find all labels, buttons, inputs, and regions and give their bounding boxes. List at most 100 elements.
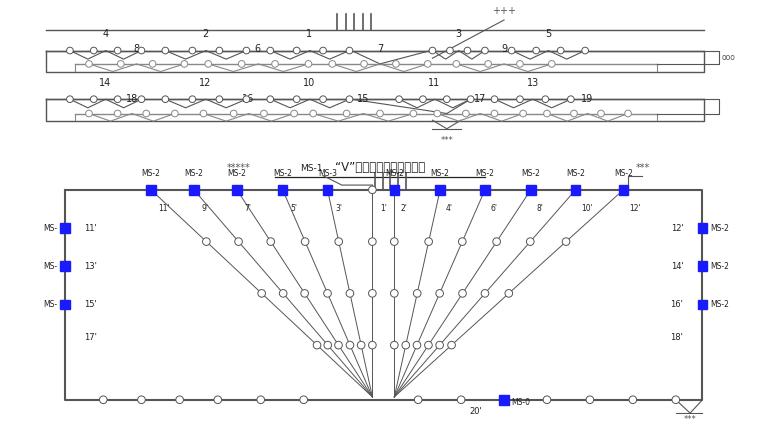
Circle shape xyxy=(138,396,145,404)
Circle shape xyxy=(291,110,297,117)
Circle shape xyxy=(86,60,92,67)
Circle shape xyxy=(114,110,121,117)
Circle shape xyxy=(189,96,195,103)
Text: 8': 8' xyxy=(537,204,543,213)
Circle shape xyxy=(86,110,92,117)
Circle shape xyxy=(214,396,222,404)
Bar xyxy=(60,223,70,233)
Text: 6: 6 xyxy=(255,45,261,54)
Circle shape xyxy=(190,186,198,193)
Circle shape xyxy=(67,47,73,54)
Bar xyxy=(390,185,399,195)
Text: 15': 15' xyxy=(84,300,97,309)
Circle shape xyxy=(181,60,188,67)
Text: 6': 6' xyxy=(491,204,498,213)
Circle shape xyxy=(491,110,498,117)
Circle shape xyxy=(369,341,376,349)
Text: 20': 20' xyxy=(469,407,482,416)
Circle shape xyxy=(520,110,527,117)
Circle shape xyxy=(436,186,444,193)
Circle shape xyxy=(448,341,455,349)
Circle shape xyxy=(369,238,376,245)
Circle shape xyxy=(377,110,383,117)
Text: MS-2: MS-2 xyxy=(227,169,246,178)
Text: 10': 10' xyxy=(581,204,593,213)
Text: 9': 9' xyxy=(201,204,208,213)
Circle shape xyxy=(533,47,540,54)
Circle shape xyxy=(424,60,431,67)
Circle shape xyxy=(344,110,350,117)
Text: MS-2: MS-2 xyxy=(710,300,729,309)
Text: MS-2: MS-2 xyxy=(710,223,729,232)
Circle shape xyxy=(162,47,169,54)
Bar xyxy=(571,185,581,195)
Circle shape xyxy=(320,96,326,103)
Circle shape xyxy=(459,290,467,297)
Circle shape xyxy=(505,290,513,297)
Circle shape xyxy=(582,47,588,54)
Circle shape xyxy=(391,290,398,297)
Circle shape xyxy=(625,110,632,117)
Circle shape xyxy=(305,60,312,67)
Text: *****: ***** xyxy=(227,163,251,172)
Text: 4': 4' xyxy=(446,204,453,213)
Circle shape xyxy=(420,96,426,103)
Circle shape xyxy=(267,238,274,245)
Text: 10: 10 xyxy=(303,78,315,88)
Text: 12: 12 xyxy=(199,78,211,88)
Text: 17': 17' xyxy=(84,333,97,342)
Text: MS-: MS- xyxy=(43,223,58,232)
Circle shape xyxy=(67,96,73,103)
Circle shape xyxy=(463,110,469,117)
Text: 12': 12' xyxy=(629,204,641,213)
Circle shape xyxy=(149,60,156,67)
Text: ***: *** xyxy=(635,163,650,172)
Circle shape xyxy=(172,110,178,117)
Text: MS-2: MS-2 xyxy=(521,169,540,178)
Bar xyxy=(146,185,156,195)
Circle shape xyxy=(467,96,474,103)
Circle shape xyxy=(301,238,309,245)
Circle shape xyxy=(216,96,223,103)
Circle shape xyxy=(500,396,508,404)
Bar xyxy=(499,395,508,404)
Text: ***: *** xyxy=(684,415,696,424)
Text: 3': 3' xyxy=(335,204,342,213)
Text: ooo: ooo xyxy=(721,53,736,62)
Text: 5': 5' xyxy=(290,204,297,213)
Text: ***: *** xyxy=(440,137,453,146)
Circle shape xyxy=(369,290,376,297)
Circle shape xyxy=(261,110,268,117)
Text: 11': 11' xyxy=(84,223,97,232)
Bar xyxy=(60,300,70,309)
Circle shape xyxy=(672,396,679,404)
Circle shape xyxy=(118,60,124,67)
Text: 2': 2' xyxy=(400,204,407,213)
Circle shape xyxy=(568,96,574,103)
Circle shape xyxy=(138,47,145,54)
Circle shape xyxy=(434,110,441,117)
Text: 8: 8 xyxy=(134,45,140,54)
Bar xyxy=(698,262,708,271)
Text: 11': 11' xyxy=(159,204,170,213)
Circle shape xyxy=(230,110,237,117)
Circle shape xyxy=(235,238,242,245)
Circle shape xyxy=(458,238,466,245)
Circle shape xyxy=(324,290,331,297)
Text: MS-3: MS-3 xyxy=(318,169,337,178)
Text: 14: 14 xyxy=(99,78,111,88)
Bar xyxy=(526,185,536,195)
Circle shape xyxy=(267,47,274,54)
Text: 4: 4 xyxy=(102,29,108,39)
Bar xyxy=(619,185,628,195)
Circle shape xyxy=(293,96,300,103)
Circle shape xyxy=(396,96,403,103)
Circle shape xyxy=(517,60,524,67)
Bar xyxy=(435,185,445,195)
Circle shape xyxy=(233,186,241,193)
Circle shape xyxy=(320,47,326,54)
Circle shape xyxy=(324,341,331,349)
Circle shape xyxy=(425,238,432,245)
Text: MS-1: MS-1 xyxy=(300,163,322,172)
Circle shape xyxy=(90,96,97,103)
